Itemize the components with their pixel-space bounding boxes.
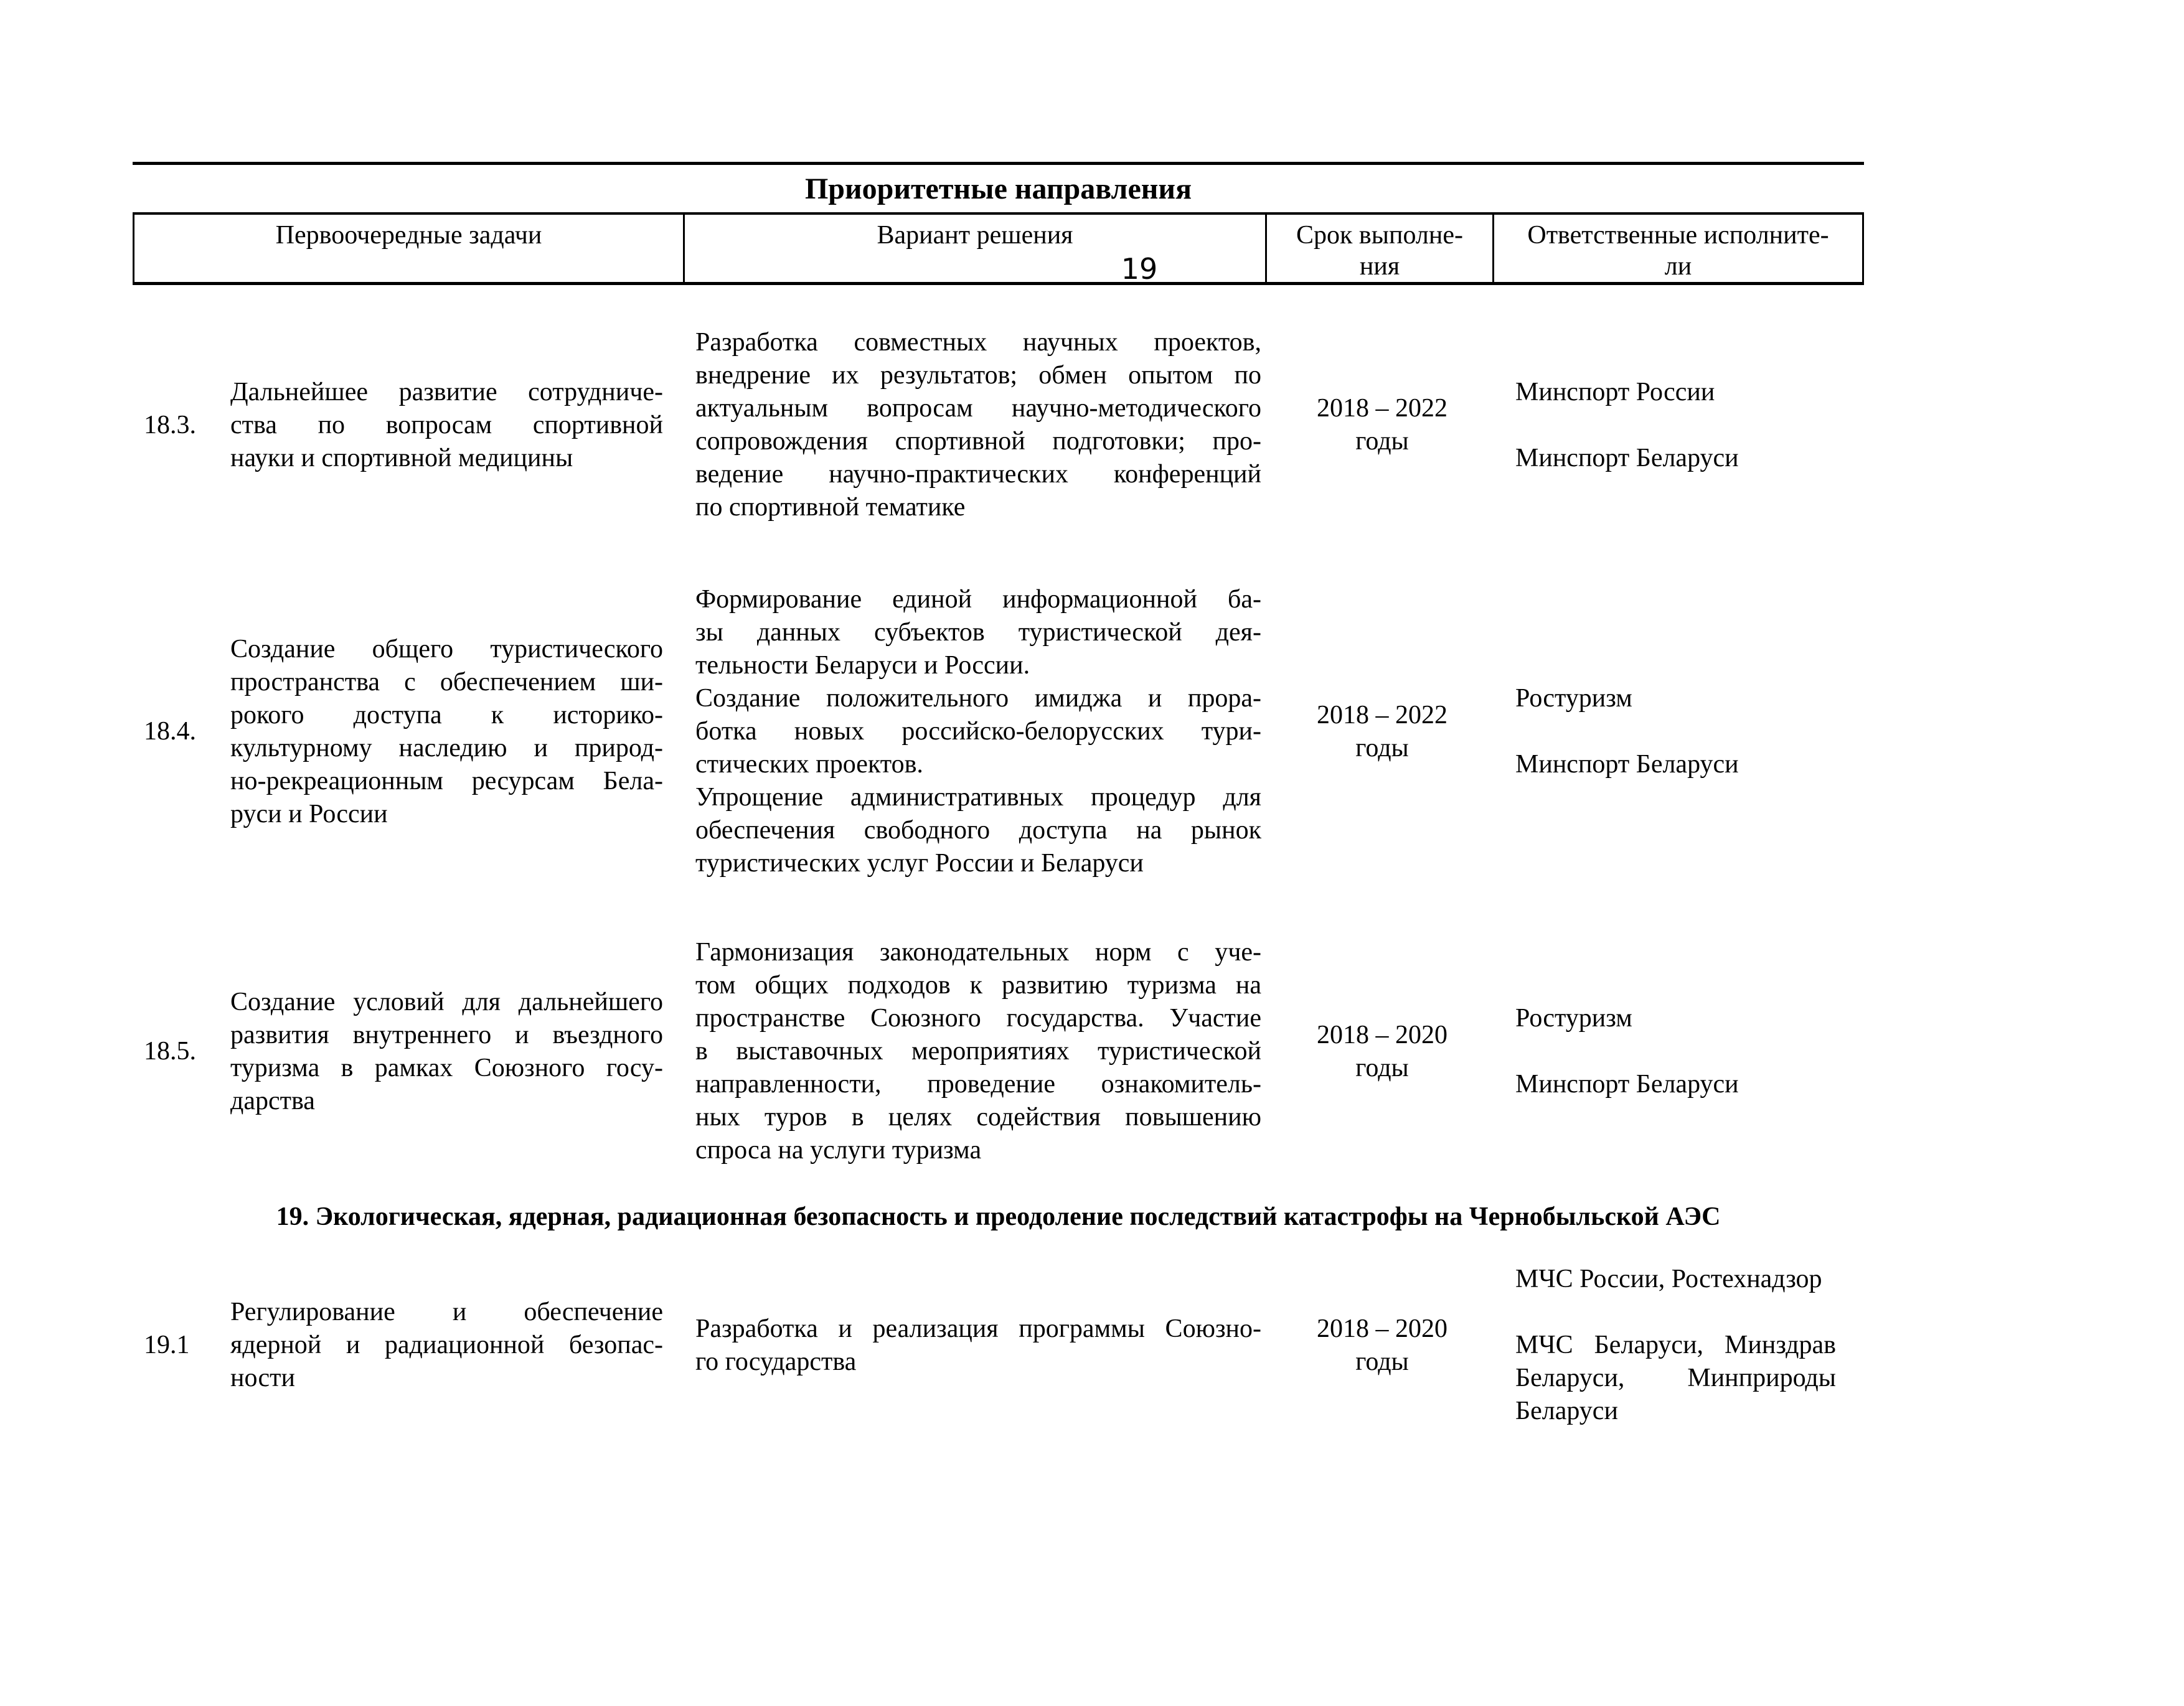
page-number: 19	[1121, 252, 1158, 286]
term-cell: 2018 – 2020 годы	[1317, 1020, 1447, 1082]
column-header-term: Срок выполне-ния	[1267, 215, 1494, 282]
table-row-18-3: 18.3. Дальнейшее развитие сотрудниче-ств…	[133, 326, 1864, 524]
task-cell: Создание общего туристического пространст…	[230, 634, 663, 828]
executors-cell: Ростуризм Минспорт Беларуси	[1515, 684, 1739, 779]
table-header-row: Первоочередные задачи Вариант решения Ср…	[133, 215, 1864, 285]
term-cell: 2018 – 2022 годы	[1317, 700, 1447, 762]
table-row-18-5: 18.5. Создание условий для дальнейшего ра…	[133, 936, 1864, 1167]
term-cell: 2018 – 2022 годы	[1317, 394, 1447, 456]
row-number: 18.4.	[144, 717, 196, 746]
term-cell: 2018 – 2020 годы	[1317, 1314, 1447, 1376]
column-header-tasks: Первоочередные задачи	[134, 215, 685, 282]
section-19-header: 19. Экологическая, ядерная, радиационная…	[276, 1202, 1721, 1231]
row-number: 18.5.	[144, 1037, 196, 1066]
executors-cell: МЧС России, Ростехнадзор МЧС Беларуси, Ми…	[1515, 1265, 1836, 1425]
table-row-19-1: 19.1 Регулирование и обеспечение ядерной …	[133, 1263, 1864, 1428]
solution-cell: Гармонизация законодательных норм с уче-…	[695, 938, 1261, 1165]
document-page: 19 Приоритетные направления Первоочередн…	[0, 162, 2184, 1428]
row-number: 19.1	[144, 1331, 190, 1359]
row-number: 18.3.	[144, 410, 196, 439]
solution-cell: Формирование единой информационной ба-зы…	[695, 585, 1261, 878]
executors-cell: Минспорт России Минспорт Беларуси	[1515, 377, 1739, 472]
column-header-executors: Ответственные исполните-ли	[1527, 221, 1829, 281]
task-cell: Дальнейшее развитие сотрудниче-ства по в…	[230, 377, 663, 472]
table-title: Приоритетные направления	[133, 162, 1864, 215]
column-header-solution: Вариант решения	[685, 215, 1267, 282]
priorities-table: Приоритетные направления Первоочередные …	[133, 162, 1864, 1428]
solution-cell: Разработка и реализация программы Союзно…	[695, 1314, 1261, 1376]
task-cell: Создание условий для дальнейшего развития…	[230, 987, 663, 1115]
executors-cell: Ростуризм Минспорт Беларуси	[1515, 1004, 1739, 1099]
task-cell: Регулирование и обеспечение ядерной и рад…	[230, 1298, 663, 1392]
solution-cell: Разработка совместных научных проектов, в…	[695, 328, 1261, 522]
table-row-18-4: 18.4. Создание общего туристического прос…	[133, 583, 1864, 880]
